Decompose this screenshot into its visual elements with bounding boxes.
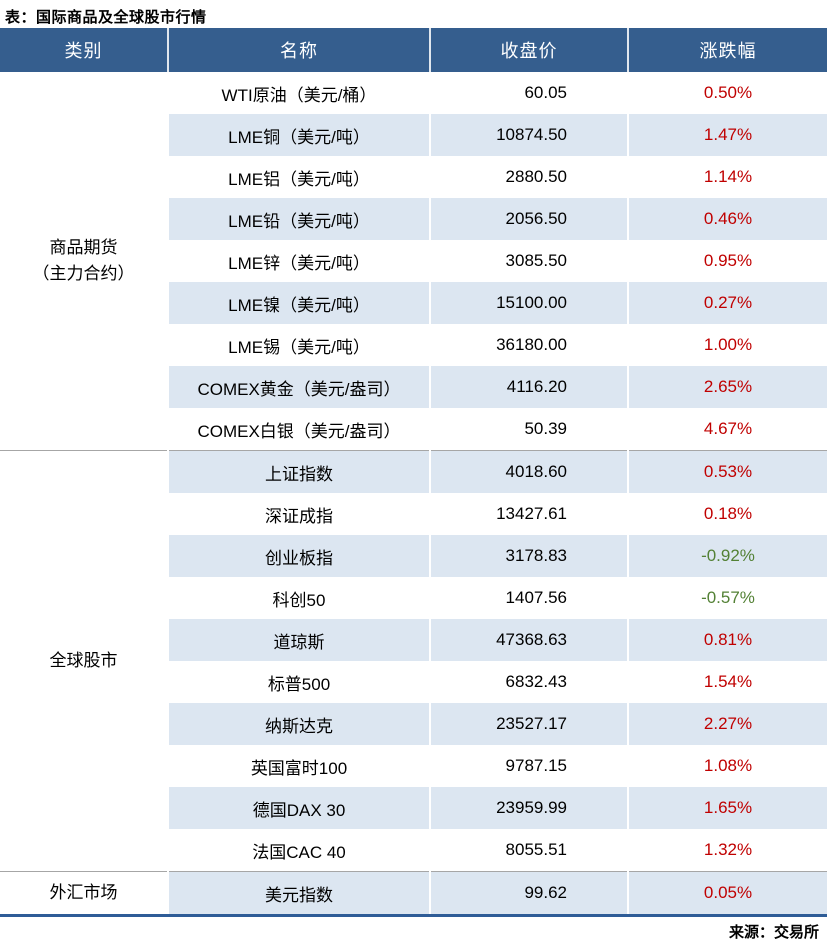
change-percent: 2.65%: [627, 366, 827, 408]
change-percent: -0.57%: [627, 577, 827, 619]
change-percent: 1.54%: [627, 661, 827, 703]
instrument-name: LME铜（美元/吨）: [167, 114, 430, 156]
market-table: 类别 名称 收盘价 涨跌幅 商品期货 （主力合约） WTI原油（美元/桶） 60.05…: [0, 28, 827, 917]
change-percent: 1.14%: [627, 156, 827, 198]
change-percent: 1.00%: [627, 324, 827, 366]
change-percent: 0.50%: [627, 72, 827, 114]
instrument-name: 法国CAC 40: [167, 829, 430, 872]
instrument-name: WTI原油（美元/桶）: [167, 72, 430, 114]
column-header-name: 名称: [167, 28, 430, 72]
close-price: 50.39: [429, 408, 628, 451]
close-price: 3178.83: [429, 535, 628, 577]
table-row: 纳斯达克 23527.17 2.27%: [0, 703, 827, 745]
change-percent: 0.05%: [627, 871, 827, 916]
table-row: LME铝（美元/吨） 2880.50 1.14%: [0, 156, 827, 198]
close-price: 23527.17: [429, 703, 628, 745]
close-price: 99.62: [429, 871, 628, 916]
change-percent: -0.92%: [627, 535, 827, 577]
table-row: 全球股市 上证指数 4018.60 0.53%: [0, 450, 827, 872]
change-percent: 0.53%: [627, 450, 827, 493]
table-row: LME锡（美元/吨） 36180.00 1.00%: [0, 324, 827, 366]
table-row: 道琼斯 47368.63 0.81%: [0, 619, 827, 661]
change-percent: 0.18%: [627, 493, 827, 535]
change-percent: 1.65%: [627, 787, 827, 829]
table-row: 英国富时100 9787.15 1.08%: [0, 745, 827, 787]
instrument-name: 美元指数: [167, 871, 430, 916]
table-row: 外汇市场 美元指数 99.62 0.05%: [0, 871, 827, 916]
instrument-name: 深证成指: [167, 493, 430, 535]
close-price: 2056.50: [429, 198, 628, 240]
table-row: 深证成指 13427.61 0.18%: [0, 493, 827, 535]
table-row: 标普500 6832.43 1.54%: [0, 661, 827, 703]
table-body: 商品期货 （主力合约） WTI原油（美元/桶） 60.05 0.50% LME铜（美元/吨…: [0, 72, 827, 916]
category-cell: 商品期货 （主力合约）: [0, 72, 168, 451]
instrument-name: COMEX黄金（美元/盎司）: [167, 366, 430, 408]
close-price: 15100.00: [429, 282, 628, 324]
change-percent: 4.67%: [627, 408, 827, 451]
instrument-name: 标普500: [167, 661, 430, 703]
instrument-name: 纳斯达克: [167, 703, 430, 745]
instrument-name: LME铅（美元/吨）: [167, 198, 430, 240]
close-price: 6832.43: [429, 661, 628, 703]
close-price: 13427.61: [429, 493, 628, 535]
column-header-close: 收盘价: [429, 28, 628, 72]
close-price: 9787.15: [429, 745, 628, 787]
close-price: 8055.51: [429, 829, 628, 872]
category-label: （主力合约）: [32, 264, 135, 283]
instrument-name: LME锡（美元/吨）: [167, 324, 430, 366]
source-note: 来源：交易所: [728, 924, 819, 941]
instrument-name: 道琼斯: [167, 619, 430, 661]
instrument-name: 上证指数: [167, 450, 430, 493]
table-row: LME铅（美元/吨） 2056.50 0.46%: [0, 198, 827, 240]
change-percent: 0.46%: [627, 198, 827, 240]
instrument-name: LME镍（美元/吨）: [167, 282, 430, 324]
change-percent: 1.08%: [627, 745, 827, 787]
category-cell: 全球股市: [0, 450, 168, 872]
close-price: 1407.56: [429, 577, 628, 619]
close-price: 4116.20: [429, 366, 628, 408]
close-price: 3085.50: [429, 240, 628, 282]
instrument-name: 科创50: [167, 577, 430, 619]
table-row: LME锌（美元/吨） 3085.50 0.95%: [0, 240, 827, 282]
close-price: 2880.50: [429, 156, 628, 198]
instrument-name: LME铝（美元/吨）: [167, 156, 430, 198]
change-percent: 0.27%: [627, 282, 827, 324]
instrument-name: 英国富时100: [167, 745, 430, 787]
table-row: 德国DAX 30 23959.99 1.65%: [0, 787, 827, 829]
close-price: 23959.99: [429, 787, 628, 829]
table-row: 法国CAC 40 8055.51 1.32%: [0, 829, 827, 872]
table-row: LME镍（美元/吨） 15100.00 0.27%: [0, 282, 827, 324]
table-row: 科创50 1407.56 -0.57%: [0, 577, 827, 619]
change-percent: 1.47%: [627, 114, 827, 156]
table-row: 创业板指 3178.83 -0.92%: [0, 535, 827, 577]
column-header-category: 类别: [0, 28, 168, 72]
table-row: LME铜（美元/吨） 10874.50 1.47%: [0, 114, 827, 156]
change-percent: 0.95%: [627, 240, 827, 282]
page-title: 表：国际商品及全球股市行情: [5, 9, 207, 26]
change-percent: 2.27%: [627, 703, 827, 745]
change-percent: 0.81%: [627, 619, 827, 661]
financial-table-page: 表：国际商品及全球股市行情 类别 名称 收盘价 涨跌幅 商品期货 （主力合约） WT…: [0, 9, 827, 941]
close-price: 36180.00: [429, 324, 628, 366]
close-price: 60.05: [429, 72, 628, 114]
table-row: COMEX黄金（美元/盎司） 4116.20 2.65%: [0, 366, 827, 408]
instrument-name: LME锌（美元/吨）: [167, 240, 430, 282]
category-label: 外汇市场: [49, 882, 118, 902]
instrument-name: 德国DAX 30: [167, 787, 430, 829]
table-header-row: 类别 名称 收盘价 涨跌幅: [0, 28, 827, 72]
instrument-name: COMEX白银（美元/盎司）: [167, 408, 430, 451]
close-price: 10874.50: [429, 114, 628, 156]
category-cell: 外汇市场: [0, 871, 168, 916]
table-row: 商品期货 （主力合约） WTI原油（美元/桶） 60.05 0.50%: [0, 72, 827, 451]
column-header-change: 涨跌幅: [627, 28, 827, 72]
close-price: 47368.63: [429, 619, 628, 661]
instrument-name: 创业板指: [167, 535, 430, 577]
change-percent: 1.32%: [627, 829, 827, 872]
category-label: 全球股市: [49, 650, 118, 670]
close-price: 4018.60: [429, 450, 628, 493]
table-row: COMEX白银（美元/盎司） 50.39 4.67%: [0, 408, 827, 451]
category-label: 商品期货: [49, 237, 118, 257]
